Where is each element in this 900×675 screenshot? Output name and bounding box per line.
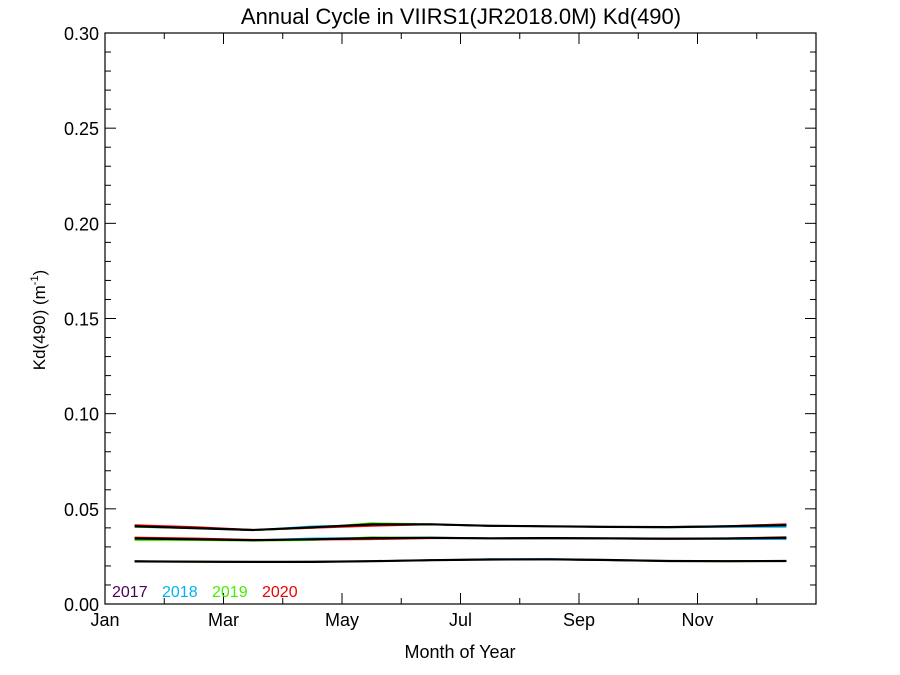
- series-line-mean-group-2: [134, 536, 787, 542]
- y-tick-labels: 0.00 0.05 0.10 0.15 0.20 0.25 0.30: [64, 24, 99, 615]
- y-axis-label: Kd(490) (m-1): [29, 270, 49, 370]
- y-tick-label: 0.00: [64, 595, 99, 615]
- x-axis-label: Month of Year: [404, 642, 515, 662]
- axis-ticks: [104, 32, 817, 605]
- legend-item-2018: 2018: [162, 584, 198, 601]
- x-tick-label: Nov: [681, 610, 713, 630]
- y-tick-label: 0.20: [64, 214, 99, 234]
- chart-title: Annual Cycle in VIIRS1(JR2018.0M) Kd(490…: [241, 4, 681, 29]
- x-tick-labels: Jan Mar May Jul Sep Nov: [90, 610, 713, 630]
- data-series: [134, 522, 787, 564]
- plot-frame: [104, 32, 817, 605]
- x-tick-label: Mar: [208, 610, 239, 630]
- y-tick-label: 0.25: [64, 119, 99, 139]
- x-tick-label: Jul: [449, 610, 472, 630]
- x-tick-label: May: [325, 610, 359, 630]
- legend-item-2019: 2019: [212, 584, 248, 601]
- legend-item-2017: 2017: [112, 584, 148, 601]
- y-tick-label: 0.30: [64, 24, 99, 44]
- y-tick-label: 0.10: [64, 405, 99, 425]
- series-line-mean-group-3: [134, 558, 787, 564]
- y-axis-label-base: Kd(490) (m: [30, 285, 49, 370]
- y-axis-label-close: ): [30, 270, 49, 276]
- series-line-mean-group-1: [134, 523, 787, 532]
- y-tick-label: 0.15: [64, 310, 99, 330]
- y-tick-label: 0.05: [64, 500, 99, 520]
- legend-item-2020: 2020: [262, 584, 298, 601]
- x-tick-label: Sep: [563, 610, 595, 630]
- legend: 2017 2018 2019 2020: [112, 584, 298, 601]
- y-axis-label-superscript: -1: [29, 275, 41, 285]
- x-tick-label: Jan: [90, 610, 119, 630]
